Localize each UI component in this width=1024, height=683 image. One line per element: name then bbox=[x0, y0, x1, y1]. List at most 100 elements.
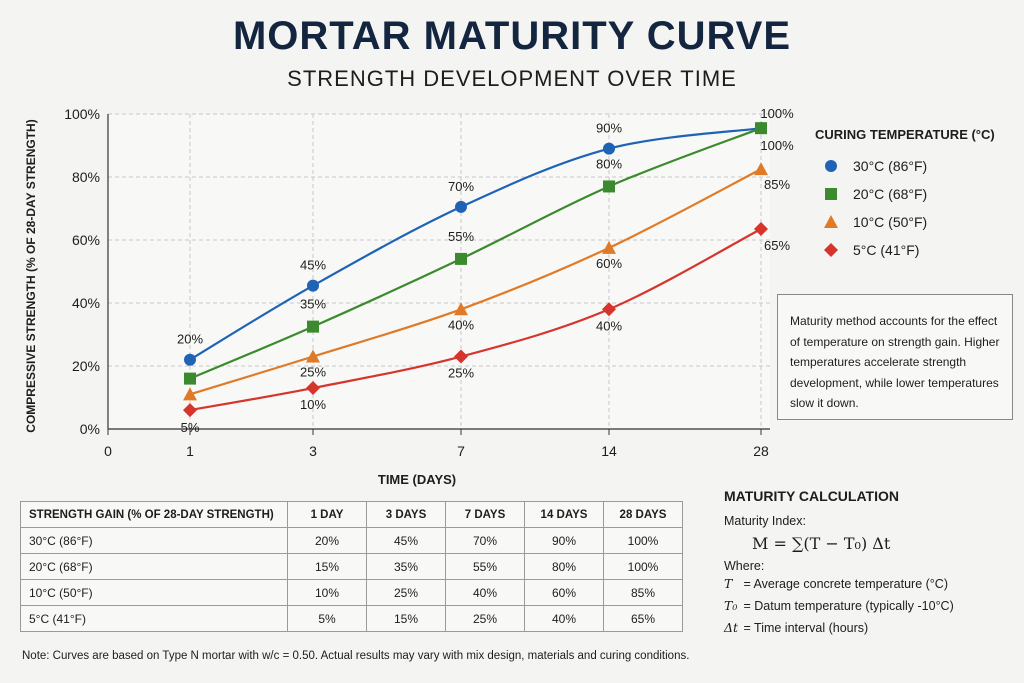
table-cell: 80% bbox=[524, 553, 604, 580]
definition-symbol: T bbox=[724, 576, 733, 591]
y-tick-label: 60% bbox=[72, 232, 100, 248]
table-cell: 70% bbox=[445, 527, 525, 554]
data-label: 100% bbox=[760, 138, 794, 153]
circle-marker-icon bbox=[825, 160, 837, 172]
legend-label: 5°C (41°F) bbox=[853, 242, 920, 258]
table-header-cell: 28 DAYS bbox=[603, 501, 683, 528]
data-label: 10% bbox=[300, 397, 326, 412]
data-point-circle bbox=[455, 200, 467, 213]
data-label: 45% bbox=[300, 258, 326, 273]
data-label: 60% bbox=[596, 256, 622, 271]
data-point-triangle bbox=[754, 162, 768, 176]
table-cell: 100% bbox=[603, 553, 683, 580]
data-point-triangle bbox=[306, 349, 320, 363]
y-tick-label: 0% bbox=[80, 421, 100, 437]
data-point-circle bbox=[825, 160, 837, 172]
data-label: 20% bbox=[177, 332, 203, 347]
chart-data-labels: 20% 45% 70% 90% 100% 35% 55% 80% 100% 25% 40% 60% 85… bbox=[177, 106, 794, 435]
legend-item: 20°C (68°F) bbox=[815, 180, 1015, 208]
x-tick-label: 0 bbox=[104, 443, 112, 459]
data-label: 5% bbox=[181, 420, 200, 435]
table-cell: 90% bbox=[524, 527, 604, 554]
diamond-marker-icon bbox=[824, 243, 838, 257]
data-point-diamond bbox=[454, 349, 468, 364]
data-point-square bbox=[455, 252, 467, 265]
data-label: 85% bbox=[764, 177, 790, 192]
maturity-definition: T₀ = Datum temperature (typically -10°C) bbox=[724, 598, 1019, 617]
maturity-formula: M = ∑(T − T₀) Δt bbox=[752, 534, 891, 553]
legend-label: 10°C (50°F) bbox=[853, 214, 928, 230]
table-cell: 65% bbox=[603, 605, 683, 632]
table-cell: 10°C (50°F) bbox=[20, 579, 288, 606]
data-label: 25% bbox=[300, 365, 326, 380]
table-cell: 10% bbox=[287, 579, 367, 606]
table-header-row: STRENGTH GAIN (% OF 28-DAY STRENGTH) 1 DA… bbox=[20, 501, 683, 528]
data-label: 65% bbox=[764, 238, 790, 253]
data-point-square bbox=[307, 320, 319, 333]
data-point-triangle bbox=[824, 215, 838, 228]
maturity-definition: Δt = Time interval (hours) bbox=[724, 620, 1019, 639]
table-header-cell: 7 DAYS bbox=[445, 501, 525, 528]
data-point-triangle bbox=[183, 387, 197, 401]
definition-symbol: Δt bbox=[724, 620, 739, 635]
data-point-triangle bbox=[602, 240, 616, 254]
data-point-circle bbox=[184, 353, 196, 366]
x-tick-label: 28 bbox=[753, 443, 769, 459]
table-row: 20°C (68°F) 15% 35% 55% 80% 100% bbox=[20, 553, 683, 580]
data-point-circle bbox=[307, 279, 319, 292]
data-point-diamond bbox=[824, 243, 838, 257]
data-point-square bbox=[184, 372, 196, 385]
table-cell: 60% bbox=[524, 579, 604, 606]
page-subtitle: STRENGTH DEVELOPMENT OVER TIME bbox=[287, 66, 737, 91]
table-row: 5°C (41°F) 5% 15% 25% 40% 65% bbox=[20, 605, 683, 632]
table-cell: 5°C (41°F) bbox=[20, 605, 288, 632]
data-point-triangle bbox=[454, 302, 468, 316]
data-label: 40% bbox=[448, 317, 474, 332]
table-row: 10°C (50°F) 10% 25% 40% 60% 85% bbox=[20, 579, 683, 606]
maturity-note-box: Maturity method accounts for the effect … bbox=[777, 294, 1013, 420]
x-tick-label: 7 bbox=[457, 443, 465, 459]
data-label: 100% bbox=[760, 106, 794, 121]
data-label: 55% bbox=[448, 229, 474, 244]
data-point-diamond bbox=[754, 221, 768, 236]
y-tick-label: 80% bbox=[72, 169, 100, 185]
table-cell: 25% bbox=[445, 605, 525, 632]
table-cell: 25% bbox=[366, 579, 446, 606]
legend-label: 20°C (68°F) bbox=[853, 186, 928, 202]
data-label: 35% bbox=[300, 297, 326, 312]
table-header-cell: STRENGTH GAIN (% OF 28-DAY STRENGTH) bbox=[20, 501, 288, 528]
x-tick-label: 3 bbox=[309, 443, 317, 459]
page-title: MORTAR MATURITY CURVE bbox=[232, 14, 792, 58]
maturity-title: MATURITY CALCULATION bbox=[724, 488, 899, 504]
table-cell: 20°C (68°F) bbox=[20, 553, 288, 580]
strength-gain-table: STRENGTH GAIN (% OF 28-DAY STRENGTH) 1 DA… bbox=[20, 501, 683, 632]
legend-item: 30°C (86°F) bbox=[815, 152, 1015, 180]
data-point-diamond bbox=[306, 381, 320, 396]
legend-item: 5°C (41°F) bbox=[815, 236, 1015, 264]
data-label: 25% bbox=[448, 366, 474, 381]
data-label: 70% bbox=[448, 179, 474, 194]
definition-symbol: T₀ bbox=[724, 598, 738, 613]
table-cell: 15% bbox=[287, 553, 367, 580]
table-cell: 55% bbox=[445, 553, 525, 580]
table-cell: 20% bbox=[287, 527, 367, 554]
square-marker-icon bbox=[825, 188, 837, 200]
chart-axes: 0% 20% 40% 60% 80% 100% 0 1 3 7 14 28 TIME (DAYS) COM… bbox=[24, 106, 770, 487]
data-label: 80% bbox=[596, 156, 622, 171]
x-tick-label: 1 bbox=[186, 443, 194, 459]
maturity-calculation: MATURITY CALCULATION Maturity Index: M =… bbox=[724, 488, 1019, 639]
footnote: Note: Curves are based on Type N mortar … bbox=[22, 650, 690, 662]
maturity-definition: T = Average concrete temperature (°C) bbox=[724, 576, 1019, 595]
table-row: 30°C (86°F) 20% 45% 70% 90% 100% bbox=[20, 527, 683, 554]
chart-series bbox=[183, 122, 768, 418]
y-tick-label: 100% bbox=[64, 106, 100, 122]
data-point-square bbox=[603, 180, 615, 193]
table-cell: 30°C (86°F) bbox=[20, 527, 288, 554]
data-point-square bbox=[825, 188, 837, 200]
data-point-square bbox=[755, 122, 767, 135]
triangle-marker-icon bbox=[824, 215, 838, 228]
table-header-cell: 3 DAYS bbox=[366, 501, 446, 528]
x-axis-title: TIME (DAYS) bbox=[378, 472, 456, 487]
table-cell: 40% bbox=[524, 605, 604, 632]
